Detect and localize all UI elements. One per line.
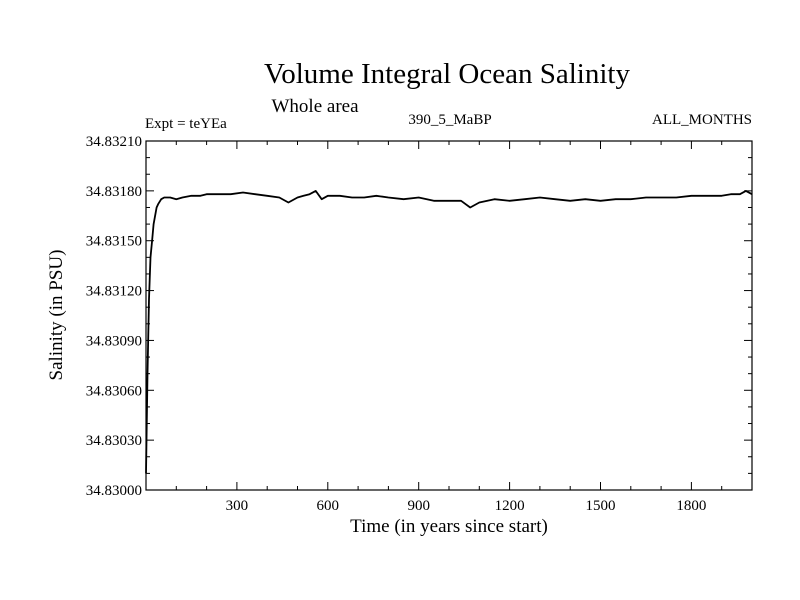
series-layer: [145, 189, 753, 474]
months-label: ALL_MONTHS: [652, 112, 752, 128]
chart-subtitle: Whole area: [271, 96, 359, 117]
period-label: 390_5_MaBP: [408, 112, 491, 128]
y-tick-label: 34.83120: [86, 284, 142, 300]
x-tick-label: 1800: [676, 498, 706, 514]
chart-title: Volume Integral Ocean Salinity: [264, 58, 630, 90]
y-tick-label: 34.83210: [86, 134, 142, 150]
experiment-label: Expt = teYEa: [145, 116, 227, 132]
x-tick-label: 600: [317, 498, 340, 514]
x-axis-label: Time (in years since start): [350, 516, 548, 537]
x-tick-label: 300: [226, 498, 249, 514]
x-axis: 300 600 900 1200 1500 1800: [175, 141, 723, 514]
y-axis-label: Salinity (in PSU): [46, 250, 67, 381]
x-tick-label: 1200: [495, 498, 525, 514]
y-tick-label: 34.83090: [86, 333, 142, 349]
salinity-series-line: [145, 189, 753, 474]
y-tick-label: 34.83150: [86, 234, 142, 250]
y-axis: 34.83000 34.83030 34.83060 34.83090 34.83120…: [86, 134, 752, 499]
y-tick-label: 34.83030: [86, 433, 142, 449]
x-tick-label: 900: [407, 498, 430, 514]
y-tick-label: 34.83060: [86, 383, 142, 399]
y-tick-label: 34.83000: [86, 483, 142, 499]
x-tick-label: 1500: [586, 498, 616, 514]
y-tick-label: 34.83180: [86, 184, 142, 200]
